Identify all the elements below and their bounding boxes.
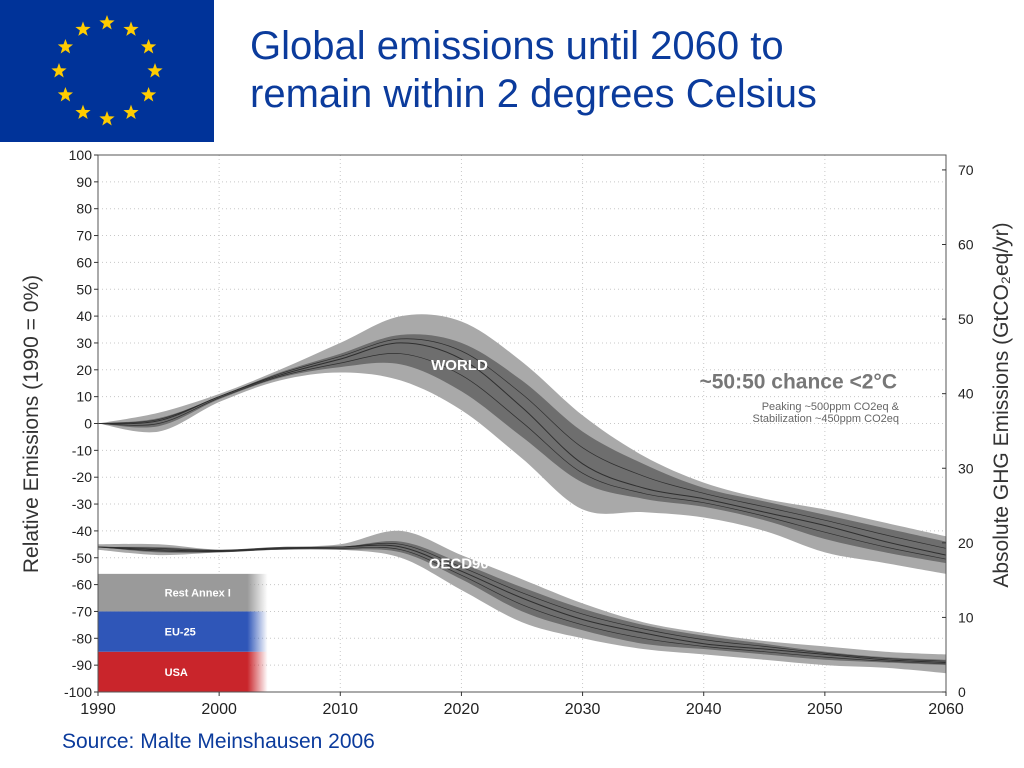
eu-flag <box>0 0 214 142</box>
pathway-line <box>97 338 947 549</box>
chance-annotation: ~50:50 chance <2°C <box>699 371 897 394</box>
y2-tick-label: 20 <box>958 535 974 551</box>
y-tick-label: -20 <box>72 469 92 485</box>
y-tick-label: 0 <box>84 416 92 432</box>
y2-axis-label: Absolute GHG Emissions (GtCO₂eq/yr) <box>990 222 1013 587</box>
star-icon <box>147 63 163 78</box>
y2-tick-label: 50 <box>958 311 974 327</box>
peaking-annotation: Peaking ~500ppm CO2eq & <box>762 401 900 413</box>
band-inner-1 <box>98 541 946 666</box>
y-tick-label: -50 <box>72 550 92 566</box>
y-axis-label: Relative Emissions (1990 = 0%) <box>20 275 43 573</box>
y2-tick-label: 70 <box>958 162 974 178</box>
pathway-line <box>97 542 947 662</box>
pathway-line <box>97 353 947 560</box>
title-line-1: Global emissions until 2060 to <box>250 24 784 68</box>
star-icon <box>123 21 139 36</box>
star-icon <box>141 87 157 102</box>
bar-segment-usa <box>98 651 268 692</box>
x-tick-label: 1990 <box>80 701 116 718</box>
star-icon <box>99 111 115 126</box>
median-line-1 <box>97 544 947 663</box>
star-icon <box>51 63 67 78</box>
y-tick-label: 40 <box>76 308 92 324</box>
y2-tick-label: 10 <box>958 609 974 625</box>
star-icon <box>99 15 115 30</box>
band-inner-0 <box>98 334 946 564</box>
x-tick-label: 2020 <box>444 701 480 718</box>
y-tick-label: 90 <box>76 174 92 190</box>
y-tick-label: -30 <box>72 496 92 512</box>
y-tick-label: -90 <box>72 657 92 673</box>
bar-segment-label: EU-25 <box>165 627 196 639</box>
y2-tick-label: 60 <box>958 237 974 253</box>
y-tick-label: 80 <box>76 201 92 217</box>
y2-tick-label: 0 <box>958 684 966 700</box>
y-tick-label: 100 <box>69 147 93 163</box>
bar-segment-rest-annex-i <box>98 573 268 612</box>
y-tick-label: 70 <box>76 228 92 244</box>
y-tick-label: -100 <box>64 684 92 700</box>
title-line-2: remain within 2 degrees Celsius <box>250 72 817 116</box>
x-tick-label: 2000 <box>201 701 237 718</box>
bar-segment-label: Rest Annex I <box>165 588 231 600</box>
bar-segment-label: USA <box>165 667 188 679</box>
y-tick-label: -70 <box>72 603 92 619</box>
y-tick-label: 60 <box>76 254 92 270</box>
x-tick-label: 2060 <box>928 701 964 718</box>
y-tick-label: -40 <box>72 523 92 539</box>
star-icon <box>57 87 73 102</box>
star-icon <box>75 21 91 36</box>
y2-tick-label: 40 <box>958 386 974 402</box>
stacked-bar: USA EU-25 Rest Annex I <box>98 573 268 692</box>
pathway-line <box>97 546 947 665</box>
y-tick-label: -60 <box>72 577 92 593</box>
y2-tick-label: 30 <box>958 460 974 476</box>
y-tick-label: 20 <box>76 362 92 378</box>
axes: 1009080706050403020100-10-20-30-40-50-60… <box>20 147 1013 718</box>
x-tick-label: 2010 <box>322 701 358 718</box>
y-tick-label: 50 <box>76 281 92 297</box>
y-tick-label: -10 <box>72 442 92 458</box>
x-tick-label: 2040 <box>686 701 722 718</box>
star-icon <box>123 104 139 119</box>
x-tick-label: 2030 <box>565 701 601 718</box>
star-icon <box>75 104 91 119</box>
y-tick-label: 30 <box>76 335 92 351</box>
bar-segment-eu-25 <box>98 611 268 652</box>
stabilization-annotation: Stabilization ~450ppm CO2eq <box>753 413 899 425</box>
y-tick-label: 10 <box>76 389 92 405</box>
emission-bands <box>97 314 947 674</box>
star-icon <box>141 39 157 54</box>
source-note: Source: Malte Meinshausen 2006 <box>62 730 375 753</box>
world-label: WORLD <box>431 357 488 374</box>
oecd-label: OECD90+REF <box>429 555 528 572</box>
page-title: Global emissions until 2060 to remain wi… <box>250 22 1010 118</box>
star-icon <box>57 39 73 54</box>
eu-stars-icon <box>51 15 163 126</box>
y-tick-label: -80 <box>72 630 92 646</box>
chart-labels: WORLD OECD90+REF ~50:50 chance <2°C Peaking… <box>429 357 900 573</box>
x-tick-label: 2050 <box>807 701 843 718</box>
